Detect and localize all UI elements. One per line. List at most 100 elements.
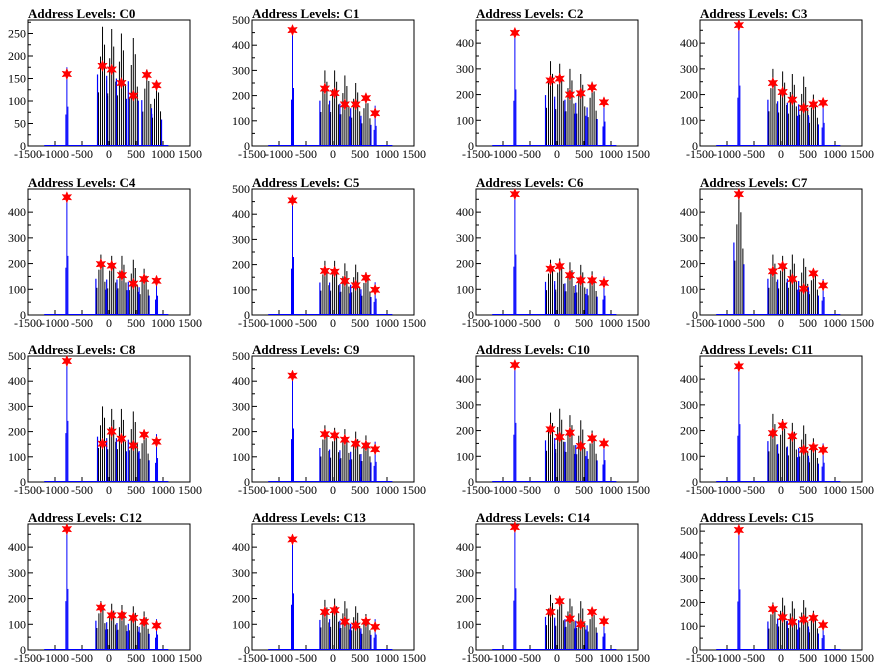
peak-cluster	[65, 196, 69, 315]
y-tick-label: 400	[8, 205, 26, 219]
y-tick-label: 300	[232, 232, 250, 246]
y-tick-label: 400	[680, 548, 698, 562]
peak-cluster	[777, 71, 789, 146]
y-tick-label: 400	[232, 38, 250, 52]
peak-marker	[798, 101, 810, 115]
x-tick-label: -1500	[238, 651, 266, 665]
x-tick-label: 1000	[375, 147, 399, 161]
x-tick-label: 0	[330, 651, 336, 665]
x-tick-label: -1000	[265, 483, 293, 497]
x-tick-label: 500	[351, 483, 369, 497]
peak-marker	[151, 79, 162, 92]
x-tick-label: -1000	[265, 147, 293, 161]
y-tick-label: 100	[8, 617, 26, 631]
plot-area: 0 100 200 300 400 -1500 -1000 -500 0 500 1000 1500	[456, 19, 650, 161]
plot-area: 0 100 200 300 400 -1500 -1000 -500 0 500 1000 1500	[456, 187, 650, 330]
y-tick-label: 400	[456, 205, 474, 219]
peak-marker	[350, 437, 362, 450]
peak-cluster	[329, 70, 341, 146]
x-tick-label: -1000	[489, 316, 517, 330]
peak-cluster	[106, 29, 118, 146]
peak-marker	[808, 611, 819, 625]
peak-marker	[586, 81, 598, 94]
x-tick-label: 500	[127, 483, 145, 497]
peak-marker	[287, 533, 298, 546]
y-tick-label: 200	[232, 89, 250, 103]
peak-cluster	[65, 67, 69, 146]
peak-cluster	[65, 359, 69, 482]
peak-marker	[319, 264, 331, 278]
peak-cluster	[291, 30, 294, 146]
x-tick-label: 500	[575, 147, 593, 161]
y-tick-label: 200	[680, 595, 698, 609]
y-tick-label: 0	[692, 475, 698, 489]
y-tick-label: 100	[232, 114, 250, 128]
x-tick-label: -1000	[489, 483, 517, 497]
peak-marker	[329, 265, 340, 278]
peak-marker	[733, 523, 745, 537]
x-tick-label: 1000	[599, 483, 623, 497]
plot-frame	[475, 523, 639, 651]
x-tick-label: 0	[106, 316, 112, 330]
y-tick-label: 400	[232, 374, 250, 388]
peak-marker	[767, 426, 779, 440]
peak-marker	[598, 276, 610, 290]
plot-area: 0 100 200 300 400 500 -1500 -1000 -500 0 500 1000 15…	[232, 13, 426, 161]
x-tick-label: 0	[330, 147, 336, 161]
x-tick-label: 0	[778, 316, 784, 330]
x-tick-label: -500	[71, 147, 93, 161]
x-tick-label: 500	[575, 316, 593, 330]
peak-marker	[350, 98, 362, 111]
x-tick-label: 0	[330, 316, 336, 330]
x-tick-label: 500	[799, 483, 817, 497]
chart-title: Address Levels: C8	[28, 342, 136, 357]
peak-cluster	[737, 528, 741, 650]
x-tick-label: -500	[295, 483, 317, 497]
y-tick-label: 200	[8, 257, 26, 271]
y-tick-label: 150	[8, 72, 26, 86]
chart-title: Address Levels: C9	[252, 342, 360, 357]
y-tick-label: 400	[456, 372, 474, 386]
peak-marker	[777, 85, 788, 99]
peak-marker	[808, 267, 819, 280]
peak-cluster	[291, 536, 294, 650]
x-tick-label: 0	[778, 651, 784, 665]
peak-marker	[777, 611, 788, 624]
peak-marker	[106, 259, 118, 272]
plot-area: 0 100 200 300 400 -1500 -1000 -500 0 500 1000 1500	[456, 355, 650, 497]
peak-marker	[564, 88, 576, 101]
peak-marker	[777, 419, 788, 432]
chart-title: Address Levels: C14	[476, 510, 590, 525]
peak-marker	[360, 439, 372, 452]
peak-marker	[733, 360, 745, 373]
plot-frame	[27, 19, 191, 147]
peak-marker	[141, 68, 153, 82]
peak-cluster	[586, 81, 598, 146]
y-tick-label: 300	[8, 566, 26, 580]
x-tick-label: -500	[519, 147, 541, 161]
y-tick-label: 200	[8, 592, 26, 606]
y-tick-label: 400	[232, 540, 250, 554]
y-tick-label: 0	[692, 308, 698, 322]
x-tick-label: -1500	[686, 483, 714, 497]
x-tick-label: -1000	[265, 316, 293, 330]
peak-cluster	[65, 527, 69, 650]
peak-marker	[817, 443, 829, 457]
peak-marker	[817, 96, 829, 109]
peak-marker	[554, 72, 566, 85]
x-tick-label: 1500	[178, 316, 202, 330]
peak-marker	[733, 187, 745, 201]
x-tick-label: -500	[743, 316, 765, 330]
y-tick-label: 0	[468, 475, 474, 489]
peak-marker	[575, 274, 587, 287]
peak-marker	[598, 437, 610, 450]
x-tick-label: -1000	[265, 651, 293, 665]
y-tick-label: 300	[680, 398, 698, 412]
y-tick-label: 0	[20, 139, 26, 153]
peak-marker	[575, 87, 587, 100]
plot-frame	[475, 188, 639, 316]
peak-marker	[106, 63, 118, 76]
peak-marker	[798, 443, 810, 457]
peak-cluster	[513, 363, 517, 482]
